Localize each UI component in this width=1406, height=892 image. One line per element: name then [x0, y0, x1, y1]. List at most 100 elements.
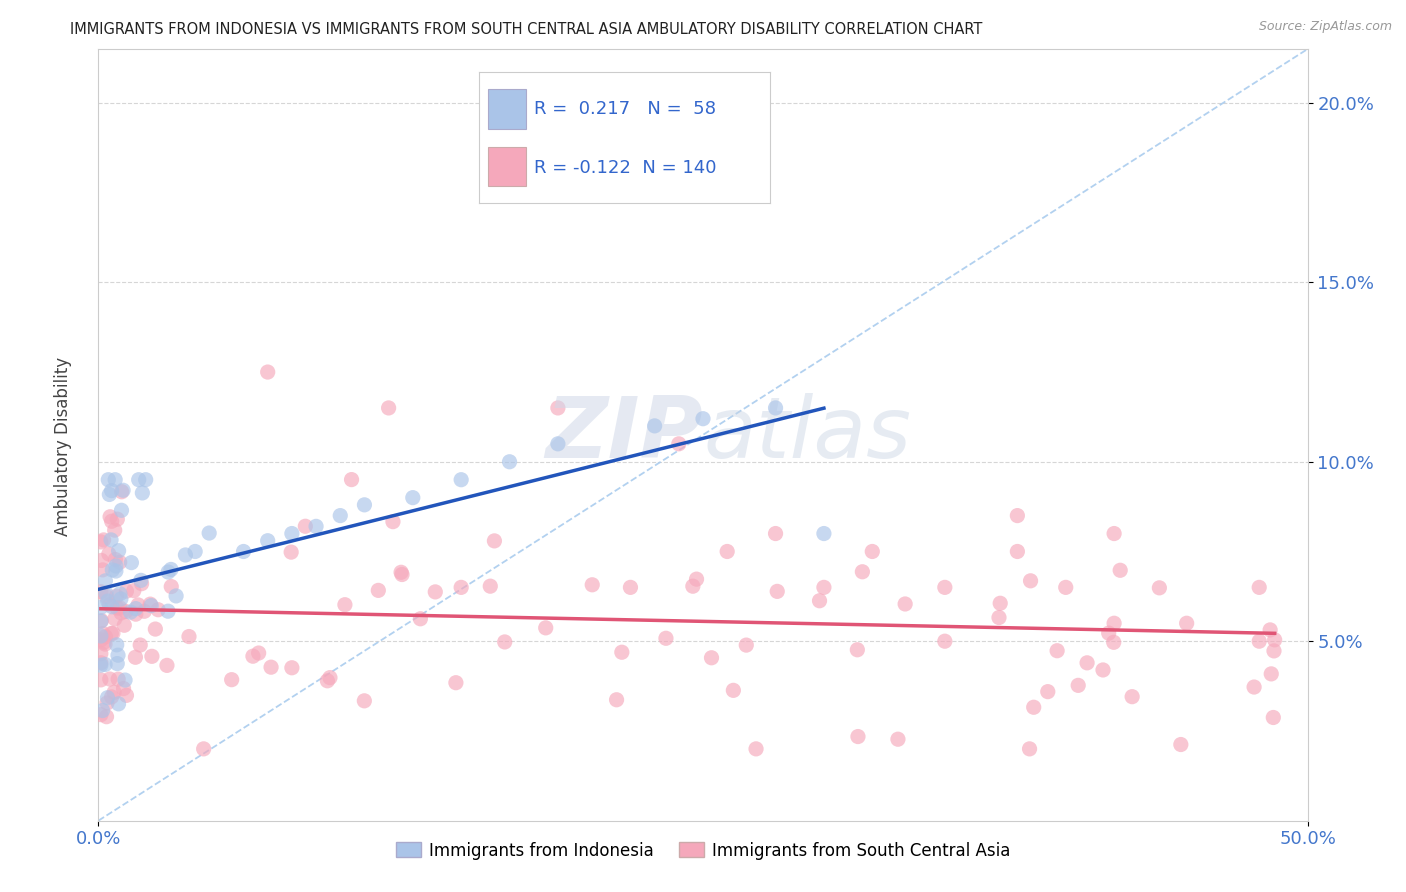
Point — [94, 574, 117, 588]
Point — [110, 503, 132, 517]
Point — [100, 626, 122, 640]
Point — [281, 526, 304, 541]
Point — [125, 607, 148, 622]
Point — [91, 563, 114, 577]
Point — [329, 508, 352, 523]
Point — [547, 437, 569, 451]
Point — [391, 567, 413, 582]
Point — [90, 553, 112, 567]
Point — [256, 533, 278, 548]
Point — [389, 566, 412, 580]
Point — [685, 572, 707, 586]
Point — [723, 683, 745, 698]
Point — [1091, 663, 1114, 677]
Point — [1121, 690, 1143, 704]
Point — [353, 694, 375, 708]
Point — [1109, 563, 1132, 577]
Point — [110, 592, 132, 607]
Point — [107, 543, 129, 558]
Point — [846, 730, 869, 744]
Point — [108, 600, 131, 615]
Point — [139, 597, 162, 611]
Point — [1102, 616, 1125, 631]
Point — [1149, 581, 1171, 595]
Point — [198, 526, 221, 541]
Point — [141, 649, 163, 664]
Point — [96, 690, 118, 705]
Point — [105, 638, 128, 652]
Point — [1258, 623, 1281, 637]
Legend: Immigrants from Indonesia, Immigrants from South Central Asia: Immigrants from Indonesia, Immigrants fr… — [389, 835, 1017, 866]
Point — [860, 544, 883, 558]
Point — [851, 565, 873, 579]
Point — [1054, 580, 1077, 594]
Point — [105, 657, 128, 671]
Point — [1007, 544, 1029, 558]
Point — [122, 583, 145, 598]
Point — [98, 509, 121, 524]
Point — [129, 638, 152, 652]
Point — [98, 672, 121, 686]
Point — [111, 484, 134, 499]
Point — [765, 401, 787, 415]
Point — [129, 574, 152, 588]
Point — [100, 514, 122, 528]
Point — [107, 697, 129, 711]
Point — [1249, 634, 1271, 648]
Point — [90, 584, 112, 599]
Point — [146, 603, 169, 617]
Point — [90, 656, 112, 670]
Point — [316, 673, 339, 688]
Point — [157, 565, 180, 579]
Point — [131, 486, 153, 500]
Point — [668, 437, 690, 451]
Point — [934, 580, 956, 594]
Point — [104, 612, 127, 626]
Point — [813, 580, 835, 594]
Point — [120, 556, 142, 570]
Point — [934, 634, 956, 648]
Point — [319, 671, 342, 685]
Point — [1076, 656, 1098, 670]
Point — [1243, 680, 1265, 694]
Point — [498, 455, 520, 469]
Point — [101, 599, 124, 614]
Point — [581, 578, 603, 592]
Point — [90, 707, 112, 722]
Text: IMMIGRANTS FROM INDONESIA VS IMMIGRANTS FROM SOUTH CENTRAL ASIA AMBULATORY DISAB: IMMIGRANTS FROM INDONESIA VS IMMIGRANTS … — [70, 22, 983, 37]
Point — [104, 564, 127, 578]
Point — [90, 600, 112, 615]
Point — [107, 648, 129, 663]
Point — [619, 580, 641, 594]
Point — [692, 411, 714, 425]
Point — [425, 585, 447, 599]
Point — [90, 535, 112, 549]
Point — [232, 544, 254, 558]
Point — [846, 642, 869, 657]
Point — [894, 597, 917, 611]
Point — [97, 594, 120, 608]
Point — [333, 598, 356, 612]
Point — [1046, 644, 1069, 658]
Point — [813, 526, 835, 541]
Text: ZIP: ZIP — [546, 393, 703, 476]
Point — [124, 650, 146, 665]
Point — [160, 562, 183, 576]
Point — [90, 658, 112, 673]
Point — [1036, 684, 1059, 698]
Point — [1175, 616, 1198, 631]
Text: Source: ZipAtlas.com: Source: ZipAtlas.com — [1258, 20, 1392, 33]
Point — [606, 692, 628, 706]
Point — [655, 632, 678, 646]
Point — [700, 650, 723, 665]
Point — [1263, 710, 1285, 724]
Point — [105, 512, 128, 526]
Point — [256, 365, 278, 379]
Point — [1102, 526, 1125, 541]
Point — [104, 473, 127, 487]
Point — [1098, 626, 1121, 640]
Point — [98, 487, 121, 501]
Point — [100, 533, 122, 547]
Point — [134, 604, 156, 618]
Point — [104, 523, 127, 537]
